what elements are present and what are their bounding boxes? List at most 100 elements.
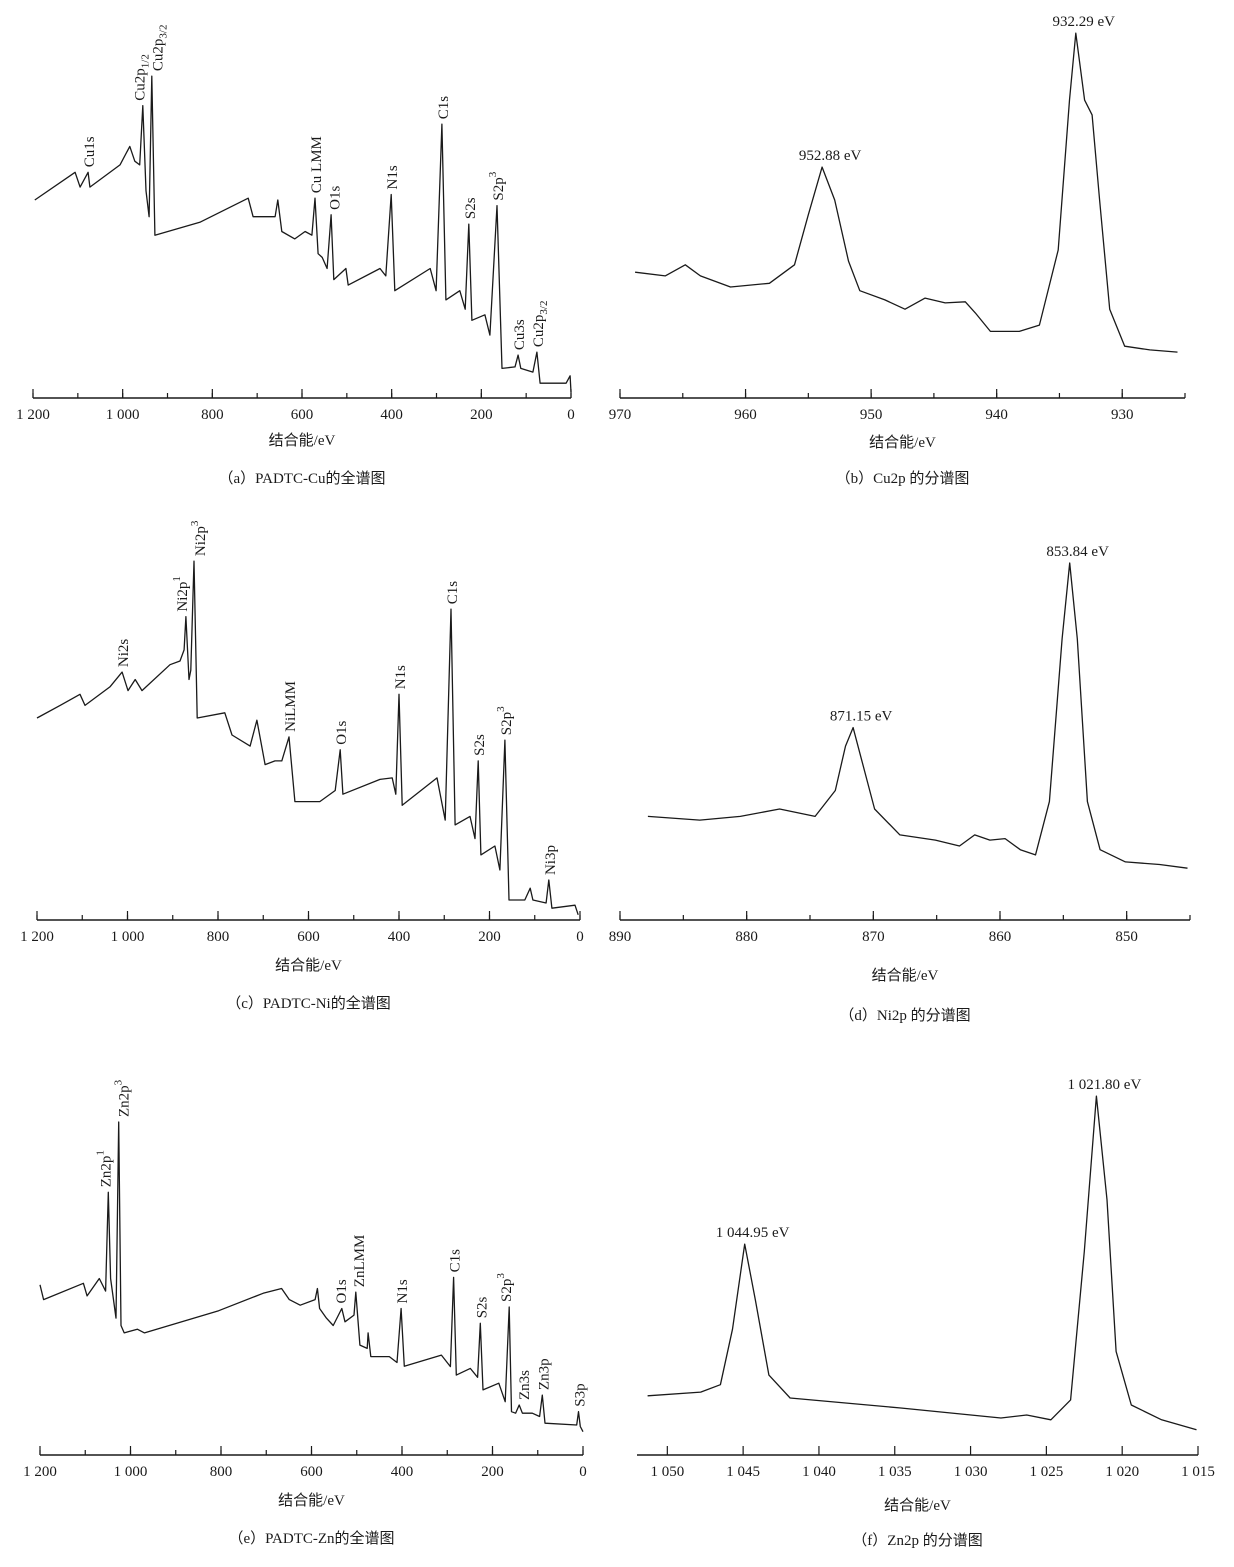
x-tick-label: 1 000 xyxy=(106,407,140,423)
panel-caption: （c）PADTC-Ni的全谱图 xyxy=(226,994,390,1012)
x-tick-label: 1 200 xyxy=(20,929,54,945)
panel-caption: （f）Zn2p 的分谱图 xyxy=(852,1532,982,1549)
x-tick-label: 1 045 xyxy=(726,1464,760,1480)
x-tick-label: 400 xyxy=(388,929,411,945)
peak-label: Ni2p3 xyxy=(189,520,209,556)
peak-label: ZnLMM xyxy=(352,1235,368,1288)
peak-label: Cu2p1/2 xyxy=(132,54,151,101)
peak-label-text: S2p xyxy=(499,712,515,735)
x-tick-label: 200 xyxy=(478,929,501,945)
x-tick-label: 1 015 xyxy=(1181,1464,1215,1480)
peak-label: Cu1s xyxy=(82,136,98,167)
peak-label: Cu3s xyxy=(512,319,528,350)
peak-label-text: O1s xyxy=(327,186,343,210)
x-tick-label: 0 xyxy=(567,407,575,423)
peak-label: C1s xyxy=(436,96,452,120)
panel-caption: （b）Cu2p 的分谱图 xyxy=(836,470,970,487)
peak-label: Cu LMM xyxy=(309,136,325,193)
peak-label-text: S2s xyxy=(463,197,479,219)
x-tick-label: 400 xyxy=(380,407,403,423)
x-tick-label: 850 xyxy=(1115,929,1138,945)
peak-label: S2s xyxy=(472,734,488,756)
peak-label-text: O1s xyxy=(334,1279,350,1303)
x-axis-title: 结合能/eV xyxy=(275,957,342,974)
x-tick-label: 200 xyxy=(470,407,493,423)
peak-label: O1s xyxy=(334,720,350,744)
spectrum-line xyxy=(647,1095,1197,1431)
peak-label-text: Zn2p xyxy=(117,1085,133,1117)
panel-caption: （a）PADTC-Cu的全谱图 xyxy=(219,469,386,487)
peak-label-text: 871.15 eV xyxy=(830,709,893,725)
x-tick-label: 1 020 xyxy=(1105,1464,1139,1480)
peak-label-subscript: 3/2 xyxy=(538,301,550,315)
peak-label-text: S2s xyxy=(472,734,488,756)
x-tick-label: 1 200 xyxy=(23,1464,57,1480)
x-tick-label: 940 xyxy=(985,407,1008,423)
peak-label-text: Cu2p xyxy=(132,68,148,101)
peak-label-text: N1s xyxy=(395,1279,411,1303)
peak-label: Cu2p3/2 xyxy=(531,301,550,348)
peak-label-text: C1s xyxy=(436,96,452,120)
peak-label-text: Ni2s xyxy=(116,639,132,668)
x-tick-label: 1 040 xyxy=(802,1464,836,1480)
peak-label-superscript: 3 xyxy=(113,1079,125,1085)
x-axis-title: 结合能/eV xyxy=(269,432,336,449)
peak-label: NiLMM xyxy=(283,681,299,732)
peak-label-text: Ni2p xyxy=(193,526,209,556)
x-tick-label: 800 xyxy=(207,929,230,945)
peak-label: N1s xyxy=(393,665,409,689)
peak-label-superscript: 3 xyxy=(189,520,201,526)
peak-label: 932.29 eV xyxy=(1053,14,1116,30)
x-tick-label: 1 000 xyxy=(111,929,145,945)
peak-label-superscript: 1 xyxy=(95,1150,107,1156)
x-tick-label: 1 050 xyxy=(650,1464,684,1480)
x-tick-label: 600 xyxy=(297,929,320,945)
panel-e: 1 200 1 000 800 600 400 200 0 结合能/eV （e）PADTC-Zn… xyxy=(23,1079,588,1547)
spectrum-line xyxy=(34,75,572,393)
x-tick-label: 1 035 xyxy=(878,1464,912,1480)
panel-caption: （d）Ni2p 的分谱图 xyxy=(839,1007,970,1024)
peak-label-text: Cu1s xyxy=(82,136,98,167)
peak-label-text: S3p xyxy=(572,1383,588,1406)
x-tick-label: 880 xyxy=(735,929,758,945)
peak-label-text: 952.88 eV xyxy=(799,148,862,164)
peak-label: Ni2s xyxy=(116,639,132,668)
peak-label: 871.15 eV xyxy=(830,709,893,725)
spectrum-line xyxy=(635,32,1178,353)
peak-label-text: O1s xyxy=(334,720,350,744)
x-tick-label: 200 xyxy=(481,1464,504,1480)
x-tick-label: 0 xyxy=(579,1464,587,1480)
peak-label: C1s xyxy=(445,581,461,605)
peak-label-text: Cu3s xyxy=(512,319,528,350)
peak-label-text: ZnLMM xyxy=(352,1235,368,1288)
panel-d: 890 880 870 860 850 结合能/eV （d）Ni2p 的分谱图 871.15 … xyxy=(609,544,1191,1024)
x-tick-label: 1 025 xyxy=(1030,1464,1064,1480)
peak-label: S3p xyxy=(572,1383,588,1406)
peak-label: S2s xyxy=(463,197,479,219)
peak-label: 1 021.80 eV xyxy=(1068,1077,1142,1093)
x-tick-label: 800 xyxy=(210,1464,233,1480)
peak-label: 952.88 eV xyxy=(799,148,862,164)
x-tick-label: 870 xyxy=(862,929,885,945)
x-axis-title: 结合能/eV xyxy=(872,967,939,984)
x-tick-label: 0 xyxy=(576,929,584,945)
peak-label-text: 853.84 eV xyxy=(1046,544,1109,560)
x-tick-label: 600 xyxy=(300,1464,323,1480)
spectrum-line xyxy=(647,562,1188,869)
peak-label-text: Ni3p xyxy=(543,845,559,875)
peak-label-subscript: 3/2 xyxy=(157,25,169,39)
x-tick-label: 890 xyxy=(609,929,632,945)
spectrum-line xyxy=(39,1121,584,1432)
peak-label-text: 1 044.95 eV xyxy=(716,1225,790,1241)
peak-label: S2p3 xyxy=(495,706,515,735)
peak-label: Cu2p3/2 xyxy=(150,25,169,72)
x-axis-title: 结合能/eV xyxy=(278,1492,345,1509)
panel-a: 1 200 1 000 800 600 400 200 0 结合能/eV （a）PADTC-Cu… xyxy=(16,25,575,487)
peak-label-text: Zn3s xyxy=(517,1370,533,1400)
peak-label-text: Zn3p xyxy=(536,1358,552,1390)
peak-label: S2p3 xyxy=(487,171,507,200)
peak-label: Zn2p1 xyxy=(95,1150,115,1187)
peak-label: C1s xyxy=(448,1249,464,1273)
peak-label: S2s xyxy=(474,1296,490,1318)
x-tick-label: 1 200 xyxy=(16,407,50,423)
